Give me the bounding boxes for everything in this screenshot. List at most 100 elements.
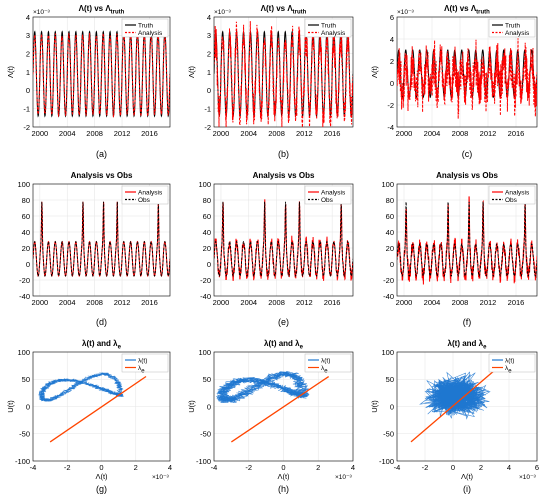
y-tick-label: -4 — [387, 123, 394, 132]
y-tick-label: -50 — [383, 430, 394, 439]
legend-label: Analysis — [138, 190, 163, 197]
y-tick-label: 1 — [26, 68, 30, 77]
x-tick-label: 6 — [535, 463, 539, 472]
x-tick-label: 0 — [99, 463, 103, 472]
legend-label: Analysis — [505, 190, 530, 197]
x-axis-label: Λ(t) — [277, 472, 290, 481]
y-tick-label: 6 — [390, 13, 394, 22]
x-exponent-label: ×10⁻³ — [152, 474, 169, 481]
x-tick-label: 2004 — [59, 298, 76, 307]
y-tick-label: -50 — [19, 430, 30, 439]
y-tick-label: 40 — [203, 228, 211, 237]
chart-title: Λ(t) vs Λtruth — [444, 4, 490, 16]
axes-frame — [396, 183, 538, 297]
x-tick-label: 2016 — [508, 298, 525, 307]
x-tick-label: 2016 — [141, 129, 158, 138]
panel-a: -2 -1 0 1 2 3 4 2000 2004 2008 2012 2016 ×10⁻³ Λ(t) Λ(… — [6, 4, 171, 159]
legend-label: Analysis — [505, 30, 530, 37]
y-tick-label: -20 — [383, 276, 394, 285]
chart-title: Analysis vs Obs — [71, 171, 133, 180]
axes-frame — [213, 183, 354, 297]
y-tick-label: 4 — [26, 13, 30, 22]
series-lambda-t-line — [216, 371, 309, 403]
series-lambda-t-line — [38, 372, 124, 402]
y-tick-label: -100 — [15, 457, 30, 466]
y-tick-label: 0 — [26, 402, 30, 411]
legend-label: λ(t) — [138, 358, 147, 365]
x-exponent-label: ×10⁻³ — [519, 474, 536, 481]
y-tick-label: 80 — [22, 196, 30, 205]
y-tick-label: -2 — [387, 101, 394, 110]
x-tick-label: 2000 — [213, 129, 230, 138]
x-tick-label: 2008 — [86, 129, 103, 138]
y-tick-label: 80 — [203, 196, 211, 205]
y-tick-label: 2 — [26, 49, 30, 58]
axes-frame — [213, 351, 354, 462]
x-tick-label: 2004 — [424, 298, 441, 307]
axes-frame — [32, 183, 171, 297]
x-tick-label: 2004 — [59, 129, 76, 138]
x-tick-label: 2 — [134, 463, 138, 472]
plot-area — [214, 21, 353, 127]
x-tick-label: 0 — [281, 463, 285, 472]
legend-label: Obs — [321, 197, 334, 204]
y-tick-label: 100 — [381, 348, 394, 357]
y-tick-label: 60 — [386, 212, 394, 221]
legend-label: Truth — [505, 23, 520, 30]
series-obs-line — [33, 201, 170, 277]
x-tick-label: 2008 — [268, 298, 285, 307]
panel-b: -2 -1 0 1 2 3 4 2000 2004 2008 2012 2016 ×10⁻³ Λ(t) Λ(… — [187, 4, 354, 159]
y-tick-label: 0 — [390, 79, 394, 88]
y-tick-label: 100 — [17, 348, 30, 357]
chart-title: Λ(t) vs Λtruth — [79, 4, 125, 16]
x-tick-label: 4 — [507, 463, 511, 472]
panel-caption: (b) — [278, 149, 289, 159]
plot-area — [214, 197, 353, 281]
panel-caption: (e) — [278, 317, 289, 327]
x-tick-label: -2 — [64, 463, 71, 472]
panel-caption: (a) — [96, 149, 107, 159]
legend-label: λe — [138, 365, 145, 375]
y-tick-label: -20 — [19, 276, 30, 285]
y-axis-label: U(t) — [6, 400, 15, 413]
plot-area — [397, 38, 537, 119]
x-axis-label: Λ(t) — [461, 472, 474, 481]
plot-area — [410, 363, 503, 443]
x-tick-label: 2008 — [452, 298, 469, 307]
y-tick-label: 50 — [386, 375, 394, 384]
plot-area — [33, 201, 170, 277]
y-tick-label: 4 — [207, 13, 211, 22]
axes-frame — [32, 351, 171, 462]
x-tick-label: 2016 — [141, 298, 158, 307]
plot-area — [216, 371, 330, 443]
x-tick-label: 2012 — [114, 129, 131, 138]
y-tick-label: 40 — [22, 228, 30, 237]
y-tick-label: 1 — [207, 68, 211, 77]
chart-title: Λ(t) vs Λtruth — [261, 4, 307, 16]
y-tick-label: 4 — [390, 35, 394, 44]
legend-label: Truth — [321, 23, 336, 30]
chart-title: Analysis vs Obs — [436, 171, 498, 180]
x-tick-label: 2008 — [86, 298, 103, 307]
legend-label: Analysis — [321, 190, 346, 197]
legend-label: λe — [505, 365, 512, 375]
legend-label: Analysis — [321, 30, 346, 37]
y-exponent-label: ×10⁻³ — [397, 9, 414, 16]
panel-caption: (d) — [96, 317, 107, 327]
x-tick-label: -4 — [394, 463, 401, 472]
x-tick-label: 2012 — [114, 298, 131, 307]
x-tick-label: 2000 — [32, 298, 49, 307]
y-tick-label: 3 — [207, 31, 211, 40]
y-tick-label: -2 — [23, 123, 30, 132]
y-tick-label: 2 — [390, 57, 394, 66]
legend-label: Analysis — [138, 30, 163, 37]
y-tick-label: -1 — [23, 104, 30, 113]
chart-title: λ(t) and λe — [448, 339, 488, 351]
x-tick-label: 4 — [168, 463, 172, 472]
legend-label: λ(t) — [321, 358, 330, 365]
y-tick-label: 3 — [26, 31, 30, 40]
series-analysis-line — [397, 196, 537, 285]
x-tick-label: 2012 — [296, 298, 313, 307]
x-tick-label: 2012 — [480, 298, 497, 307]
panel-caption: (f) — [463, 317, 472, 327]
